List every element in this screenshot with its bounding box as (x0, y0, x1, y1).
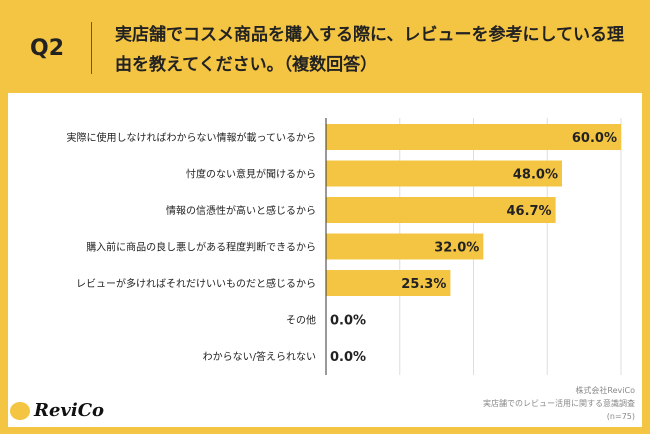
category-label: 購入前に商品の良し悪しがある程度判断できるから (86, 241, 316, 254)
category-label: わからない/答えられない (203, 350, 316, 363)
data-label: 48.0% (513, 168, 558, 183)
bar (326, 197, 556, 223)
question-title: 実店舗でコスメ商品を購入する際に、レビューを参考にしている理由を教えてください。… (115, 25, 624, 75)
category-label: 情報の信憑性が高いと感じるから (166, 204, 316, 217)
category-label: レビューが多ければそれだけいいものだと感じるから (76, 277, 316, 290)
data-label: 60.0% (572, 131, 617, 146)
question-number: Q2 (30, 36, 65, 61)
bar (326, 233, 484, 260)
sample-size: (n=75) (606, 412, 635, 421)
divider (91, 22, 92, 74)
category-label: 実際に使用しなければわからない情報が載っているから (67, 131, 317, 144)
logo-text: ReviCo (34, 400, 105, 421)
footer-source: 株式会社ReviCo 実店舗でのレビュー活用に関する意識調査 (n=75) (483, 384, 635, 423)
data-label: 25.3% (401, 277, 446, 292)
company-name: 株式会社ReviCo (575, 386, 635, 395)
data-label: 0.0% (330, 350, 366, 365)
bar (326, 124, 621, 150)
data-label: 0.0% (330, 314, 366, 329)
data-label: 46.7% (506, 204, 551, 219)
category-label: その他 (286, 314, 316, 327)
data-label: 32.0% (434, 241, 479, 256)
survey-name: 実店舗でのレビュー活用に関する意識調査 (483, 399, 635, 408)
category-label: 忖度のない意見が聞けるから (186, 168, 316, 181)
revico-logo: ReviCo (10, 400, 104, 421)
bar (326, 270, 451, 296)
bar (326, 160, 562, 187)
chat-bubble-icon (10, 401, 30, 420)
